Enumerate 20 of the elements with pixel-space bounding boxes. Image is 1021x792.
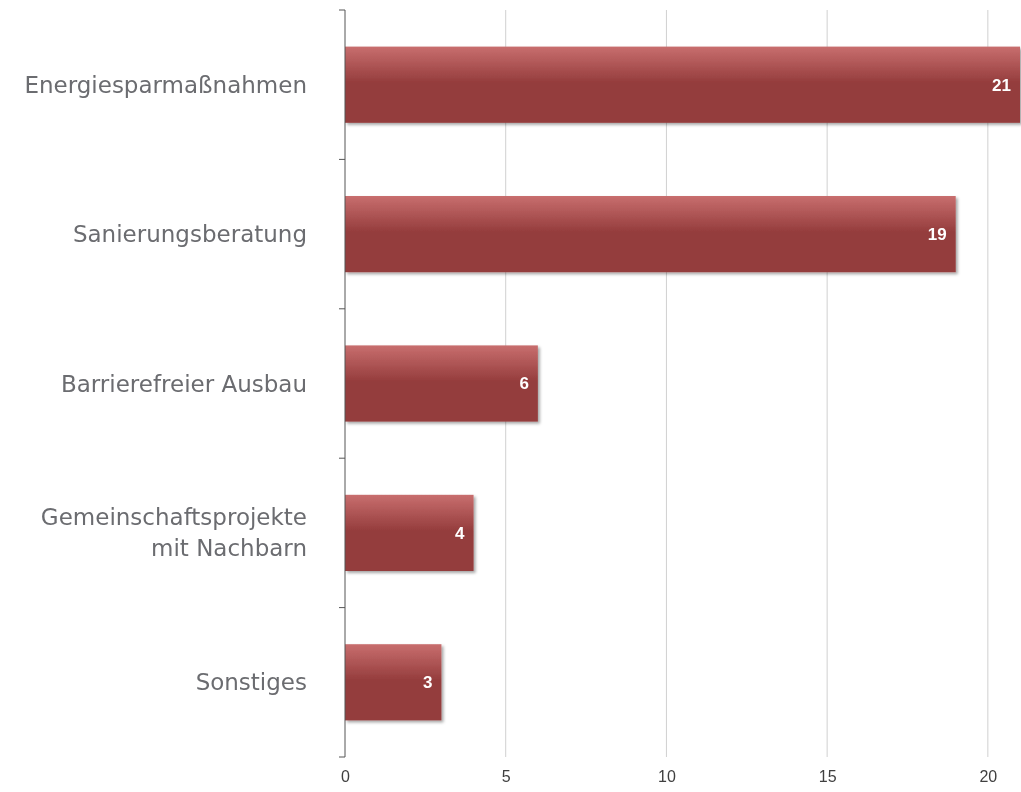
bar: [345, 494, 474, 571]
x-tick-label: 10: [658, 768, 676, 786]
bar: [345, 644, 442, 721]
data-label: 19: [927, 225, 947, 245]
x-tick-label: 5: [501, 768, 511, 786]
data-label: 6: [519, 374, 529, 394]
bar: [345, 345, 538, 422]
y-tick-label: Sonstiges: [195, 669, 307, 696]
y-tick-label: Sanierungsberatung: [72, 221, 307, 248]
bar: [345, 196, 956, 273]
x-tick-label: 0: [341, 768, 351, 786]
data-label: 4: [455, 523, 466, 543]
y-tick-label: Gemeinschaftsprojekte mit Nachbarn: [40, 504, 307, 562]
y-tick-label: Energiesparmaßnahmen: [24, 71, 307, 98]
data-label: 21: [992, 75, 1011, 95]
y-tick-label: Barrierefreier Ausbau: [60, 370, 307, 397]
bar: [345, 46, 1020, 123]
data-label: 3: [422, 673, 433, 693]
x-tick-label: 15: [818, 768, 837, 786]
x-tick-label: 20: [979, 768, 998, 786]
